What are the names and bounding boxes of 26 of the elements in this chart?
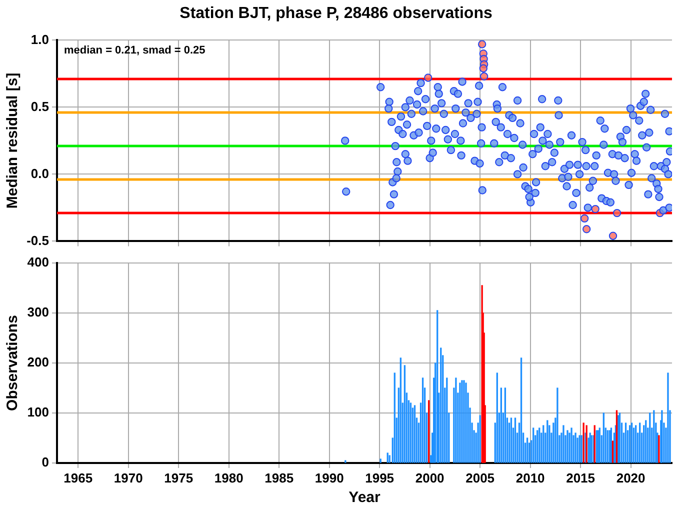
y-tick-label: 0 xyxy=(42,454,49,470)
y-axis-title: Median residual [s] xyxy=(4,72,22,209)
x-tick-label: 1975 xyxy=(164,470,194,486)
x-tick-label: 1965 xyxy=(64,470,93,486)
y-tick-label: 400 xyxy=(27,254,49,270)
y-tick-label: 300 xyxy=(27,304,49,320)
annotation: median = 0.21, smad = 0.25 xyxy=(64,44,206,57)
y-tick-label: 0.0 xyxy=(30,166,49,181)
x-tick-label: 1990 xyxy=(314,470,344,486)
chart-title: Station BJT, phase P, 28486 observations xyxy=(180,5,492,22)
x-tick-label: 2020 xyxy=(616,470,646,486)
x-tick-label: 2000 xyxy=(415,470,444,486)
y-tick-label: 200 xyxy=(27,354,49,370)
y-tick-label: -0.5 xyxy=(26,232,49,248)
x-tick-label: 1985 xyxy=(264,470,294,486)
x-tick-label: 2005 xyxy=(466,470,495,486)
x-axis-title: Year xyxy=(348,489,381,506)
x-tick-label: 1995 xyxy=(365,470,394,486)
y-tick-label: 0.5 xyxy=(30,98,49,114)
x-tick-label: 2010 xyxy=(516,470,545,486)
x-tick-label: 1970 xyxy=(114,470,143,486)
x-tick-label: 1980 xyxy=(214,470,244,486)
y-axis-title: Observations xyxy=(4,315,22,411)
y-tick-label: 100 xyxy=(27,404,49,420)
x-tick-label: 2015 xyxy=(566,470,596,486)
y-tick-label: 1.0 xyxy=(30,32,49,47)
